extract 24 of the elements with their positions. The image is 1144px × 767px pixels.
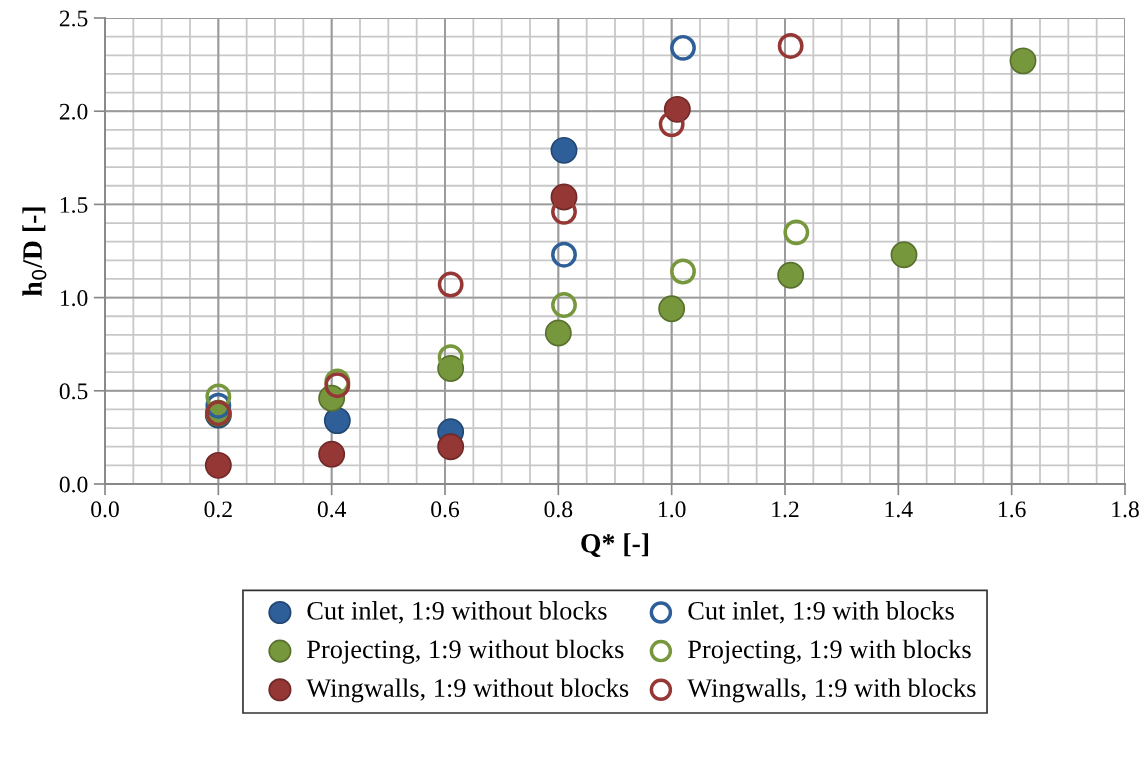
legend-label: Cut inlet, 1:9 without blocks xyxy=(307,601,607,624)
legend-label: Cut inlet, 1:9 with blocks xyxy=(688,601,954,624)
y-tick-label: 2.5 xyxy=(59,10,88,27)
legend-label: Wingwalls, 1:9 without blocks xyxy=(306,678,629,703)
legend-label: Projecting, 1:9 with blocks xyxy=(688,639,971,664)
y-tick-label: 2.0 xyxy=(59,103,88,120)
x-tick-label: 1.6 xyxy=(998,501,1026,518)
x-tick-label: 1.0 xyxy=(658,501,686,518)
y-tick-label: 1.5 xyxy=(60,197,88,213)
x-tick-label: 0.2 xyxy=(204,501,232,518)
x-axis-title: Q* [-] xyxy=(581,533,649,557)
y-axis-title: h$_{0}$/D [-] xyxy=(22,207,47,296)
x-tick-label: 0.0 xyxy=(91,501,119,518)
x-tick-label: 0.4 xyxy=(317,501,347,518)
x-tick-label: 1.4 xyxy=(885,501,913,518)
y-tick-label: 1.0 xyxy=(60,290,88,307)
y-tick-label: 0.5 xyxy=(59,383,88,400)
x-tick-label: 0.6 xyxy=(431,501,460,518)
legend-label: Projecting, 1:9 without blocks xyxy=(307,639,624,664)
legend-label: Wingwalls, 1:9 with blocks xyxy=(687,678,976,703)
y-tick-label: 0.0 xyxy=(59,476,88,493)
x-tick-label: 0.8 xyxy=(544,501,573,518)
x-tick-label: 1.2 xyxy=(772,501,799,518)
x-tick-label: 1.8 xyxy=(1112,501,1139,518)
